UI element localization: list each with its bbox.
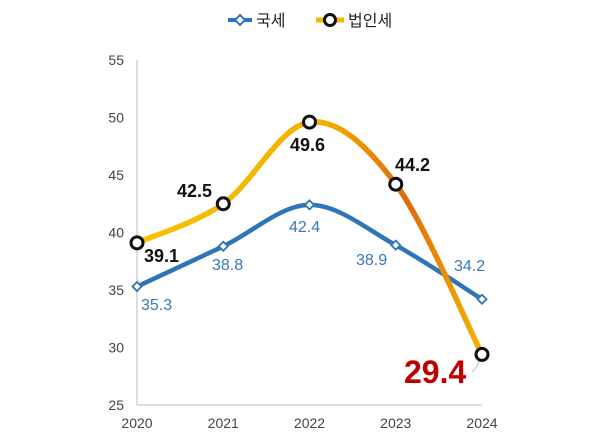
series-line-corporate-tax [134, 119, 485, 358]
legend: 국세 법인세 [228, 11, 392, 30]
data-labels-national-tax: 35.3 38.8 42.4 38.9 34.2 [141, 219, 485, 314]
y-tick-label: 30 [108, 340, 124, 356]
data-labels-corporate-tax: 39.1 42.5 49.6 44.2 29.4 [144, 135, 466, 390]
x-tick-label: 2024 [466, 415, 497, 431]
x-tick-label: 2021 [208, 415, 239, 431]
data-label: 38.9 [356, 252, 387, 269]
data-point-national-tax [303, 199, 316, 211]
data-label: 35.3 [141, 297, 172, 314]
legend-label-corporate-tax: 법인세 [348, 11, 392, 30]
data-label-highlight: 29.4 [404, 354, 466, 390]
legend-label-national-tax: 국세 [256, 11, 285, 30]
x-tick-labels: 2020 2021 2022 2023 2024 [121, 415, 497, 431]
data-label: 42.4 [289, 219, 320, 236]
x-tick-label: 2020 [121, 415, 152, 431]
legend-item-corporate-tax: 법인세 [316, 11, 392, 30]
legend-item-national-tax: 국세 [228, 11, 285, 30]
y-tick-label: 35 [108, 282, 124, 298]
data-label: 34.2 [454, 258, 485, 275]
data-point-corporate-tax [302, 114, 317, 130]
data-point-national-tax [217, 240, 230, 253]
data-label: 39.1 [144, 246, 179, 266]
data-point-national-tax [131, 280, 143, 293]
circle-marker-icon [323, 13, 337, 27]
x-tick-label: 2022 [294, 415, 325, 431]
series-markers-national-tax [131, 199, 488, 305]
data-point-national-tax [476, 293, 488, 305]
y-tick-label: 50 [108, 110, 124, 126]
data-point-national-tax [389, 239, 402, 251]
data-point-corporate-tax [474, 346, 490, 362]
data-label: 42.5 [177, 181, 212, 201]
data-label: 44.2 [395, 155, 430, 175]
data-label: 49.6 [290, 135, 325, 155]
data-point-corporate-tax [129, 235, 145, 251]
leader-line [471, 359, 481, 373]
y-tick-label: 25 [108, 397, 124, 413]
y-tick-label: 45 [108, 167, 124, 183]
x-tick-label: 2023 [380, 415, 411, 431]
y-tick-labels: 25 30 35 40 45 50 55 [108, 52, 124, 413]
y-tick-label: 55 [108, 52, 124, 68]
diamond-marker-icon [233, 13, 247, 27]
data-point-corporate-tax [388, 176, 404, 192]
data-label: 38.8 [212, 257, 243, 274]
data-point-corporate-tax [215, 196, 231, 212]
series-markers-corporate-tax [129, 114, 490, 362]
y-tick-label: 40 [108, 225, 124, 241]
